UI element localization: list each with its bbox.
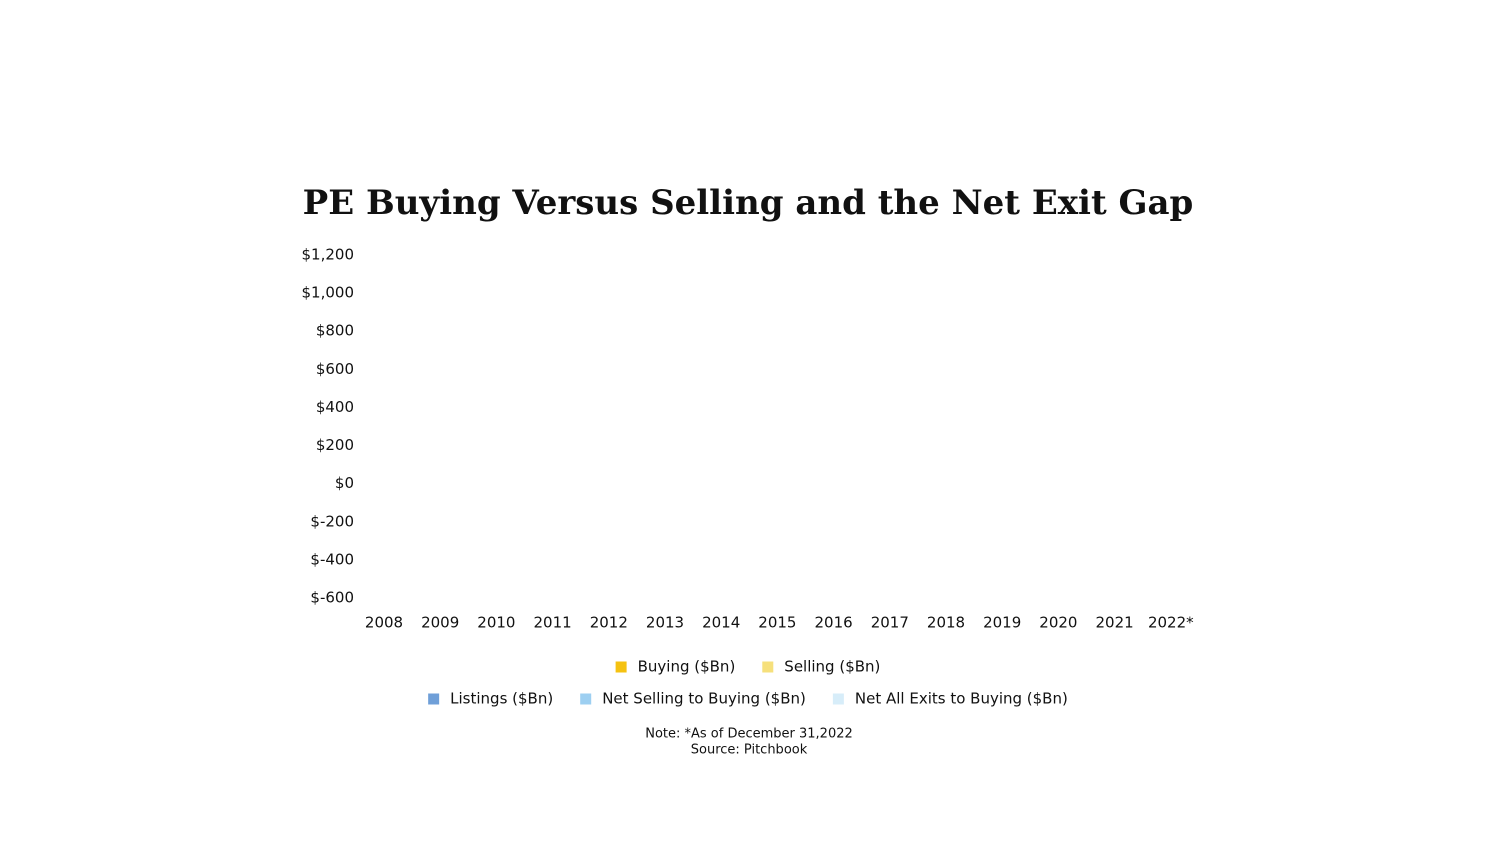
y-tick-label: $-400 [310,550,354,568]
x-tick-label: 2019 [983,614,1021,632]
x-tick-label: 2012 [590,614,628,632]
y-tick-label: $800 [316,322,354,340]
chart-title: PE Buying Versus Selling and the Net Exi… [303,183,1194,223]
x-tick-label: 2020 [1039,614,1077,632]
x-tick-label: 2013 [646,614,684,632]
legend-label: Net Selling to Buying ($Bn) [602,690,806,708]
legend-swatch [580,693,592,705]
note: Note: *As of December 31,2022 [645,727,853,742]
legend-swatch [615,661,627,673]
y-tick-label: $200 [316,436,354,454]
legend-swatch [428,693,440,705]
x-tick-label: 2018 [927,614,965,632]
legend-label: Selling ($Bn) [784,658,880,676]
x-tick-label: 2009 [421,614,459,632]
x-tick-label: 2008 [365,614,403,632]
y-tick-label: $1,200 [302,246,355,264]
x-tick-label: 2017 [871,614,909,632]
y-tick-label: $-200 [310,512,354,530]
x-tick-label: 2014 [702,614,740,632]
x-tick-label: 2016 [815,614,853,632]
legend-label: Buying ($Bn) [638,658,736,676]
x-tick-label: 2010 [477,614,515,632]
legend-label: Net All Exits to Buying ($Bn) [855,690,1068,708]
y-tick-label: $600 [316,360,354,378]
source: Source: Pitchbook [691,743,808,758]
x-tick-label: 2011 [534,614,572,632]
y-tick-label: $0 [335,474,354,492]
y-tick-label: $400 [316,398,354,416]
y-tick-label: $-600 [310,589,354,607]
x-tick-label: 2021 [1096,614,1134,632]
legend-label: Listings ($Bn) [450,690,553,708]
y-tick-label: $1,000 [302,284,355,302]
x-tick-label: 2022* [1148,614,1194,632]
legend-swatch [832,693,844,705]
legend-swatch [762,661,774,673]
x-tick-label: 2015 [758,614,796,632]
